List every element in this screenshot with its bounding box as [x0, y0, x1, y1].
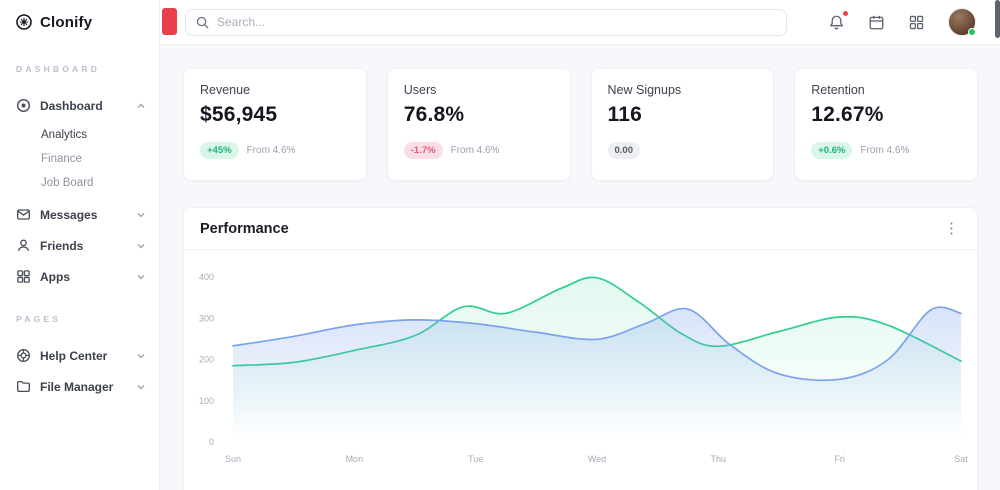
notification-dot: [843, 10, 848, 16]
search-box[interactable]: [185, 8, 787, 36]
topbar: [160, 0, 1000, 45]
search-input[interactable]: [217, 15, 776, 29]
kebab-menu-icon[interactable]: ⋮: [944, 220, 959, 237]
stat-value: 12.67%: [811, 103, 884, 126]
sidebar-item-label: Apps: [40, 269, 70, 284]
section-label-pages: PAGES: [16, 314, 62, 324]
search-icon: [196, 16, 209, 29]
chevron-down-icon: [136, 241, 146, 251]
stat-badge: -1.7%: [403, 142, 443, 159]
sidebar-item-label: File Manager: [40, 379, 114, 394]
stat-badge: +45%: [200, 142, 239, 159]
svg-text:400: 400: [199, 272, 214, 282]
apps-launcher-button[interactable]: [908, 14, 925, 31]
stat-note: From 4.6%: [450, 145, 500, 156]
stat-value: 76.8%: [403, 103, 465, 126]
help-lifebuoy-icon: [16, 348, 31, 363]
sidebar-item-messages[interactable]: Messages: [0, 199, 159, 230]
section-label-dashboard: DASHBOARD: [16, 64, 101, 74]
stat-value: $56,945: [200, 103, 278, 126]
stat-label: Revenue: [200, 83, 251, 97]
chevron-down-icon: [136, 210, 146, 220]
performance-title: Performance: [200, 220, 289, 237]
stats-row: Revenue $56,945 +45% From 4.6% Users 76.…: [183, 68, 978, 181]
stat-card-new-signups[interactable]: New Signups 116 0.00: [590, 68, 775, 181]
svg-text:Wed: Wed: [588, 454, 606, 464]
scrollbar-thumb[interactable]: [995, 0, 1000, 38]
chevron-down-icon: [136, 382, 146, 392]
sidebar-item-friends[interactable]: Friends: [0, 230, 159, 261]
stat-label: Retention: [811, 83, 865, 97]
sidebar-item-dashboard[interactable]: Dashboard: [0, 90, 159, 121]
notifications-button[interactable]: [828, 10, 848, 31]
stat-badge: 0.00: [607, 142, 640, 159]
person-icon: [16, 238, 31, 253]
sidebar-item-analytics[interactable]: Analytics: [41, 129, 88, 141]
header-accent-ribbon: [162, 8, 177, 35]
svg-text:300: 300: [199, 313, 214, 323]
svg-text:Mon: Mon: [346, 454, 364, 464]
performance-card: Performance ⋮ 0 100 200 300 400 Sun Mon Tue Wed T…: [183, 207, 978, 490]
stat-value: 116: [607, 103, 642, 126]
app-name: Clonify: [40, 13, 93, 31]
stat-card-revenue[interactable]: Revenue $56,945 +45% From 4.6%: [183, 68, 367, 181]
avatar[interactable]: [948, 8, 976, 36]
stat-card-users[interactable]: Users 76.8% -1.7% From 4.6%: [386, 68, 571, 181]
sidebar-item-help-center[interactable]: Help Center: [0, 340, 159, 371]
sidebar-item-label: Friends: [40, 238, 84, 253]
chevron-up-icon: [136, 101, 146, 111]
sidebar-item-apps[interactable]: Apps: [0, 261, 159, 292]
topbar-actions: [828, 8, 1000, 36]
dashboard-submenu: Analytics Finance Job Board: [0, 121, 159, 199]
sidebar-item-label: Help Center: [40, 348, 108, 363]
folder-icon: [16, 379, 31, 394]
apps-grid-icon: [16, 269, 31, 284]
mail-icon: [16, 207, 31, 222]
performance-chart: 0 100 200 300 400 Sun Mon Tue Wed Thu Fri Sat: [199, 272, 968, 464]
stat-label: Users: [403, 83, 437, 97]
stat-label: New Signups: [607, 83, 682, 97]
sidebar: Clonify DASHBOARD Dashboard Analytics Fi…: [0, 0, 160, 490]
stat-badge: +0.6%: [811, 142, 853, 159]
sidebar-item-label: Dashboard: [40, 98, 103, 113]
chevron-down-icon: [136, 351, 146, 361]
sidebar-item-label: Messages: [40, 207, 98, 222]
sidebar-item-job-board[interactable]: Job Board: [41, 177, 94, 189]
svg-text:Tue: Tue: [468, 454, 483, 464]
svg-text:100: 100: [199, 396, 214, 406]
clonify-logo-icon: [15, 13, 33, 31]
svg-text:Sat: Sat: [954, 454, 968, 464]
stat-note: From 4.6%: [246, 145, 296, 156]
logo[interactable]: Clonify: [0, 0, 159, 31]
online-status-dot: [968, 28, 976, 36]
svg-text:0: 0: [209, 437, 214, 447]
svg-text:Sun: Sun: [225, 454, 241, 464]
sidebar-item-finance[interactable]: Finance: [41, 153, 82, 165]
svg-text:Thu: Thu: [711, 454, 727, 464]
dashboard-icon: [16, 98, 31, 113]
svg-text:200: 200: [199, 355, 214, 365]
svg-text:Fri: Fri: [834, 454, 845, 464]
stat-note: From 4.6%: [860, 145, 910, 156]
scrollbar-track[interactable]: [995, 0, 1000, 490]
calendar-button[interactable]: [868, 14, 885, 31]
sidebar-item-file-manager[interactable]: File Manager: [0, 371, 159, 402]
stat-card-retention[interactable]: Retention 12.67% +0.6% From 4.6%: [794, 68, 978, 181]
chevron-down-icon: [136, 272, 146, 282]
